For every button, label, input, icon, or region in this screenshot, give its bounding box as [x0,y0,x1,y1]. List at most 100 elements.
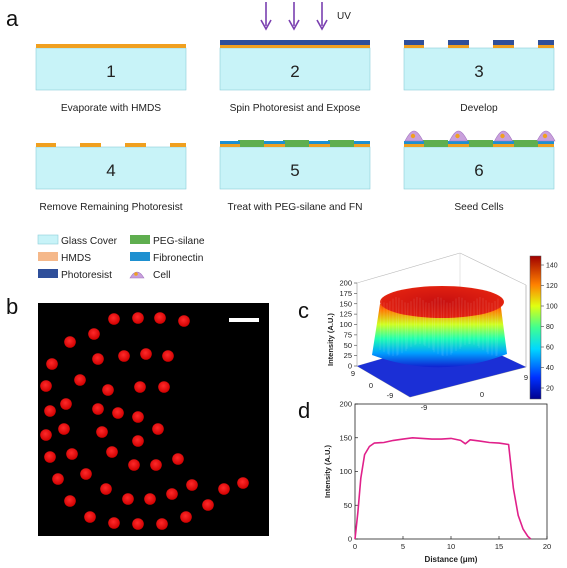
surface-y-tick-label: 0 [369,381,373,390]
surface-back-edge [459,252,527,286]
legend: Glass Cover HMDS Photoresist PEG-silane Fibr… [37,234,205,281]
micropattern-dot [132,435,144,447]
micropattern-dot [162,350,174,362]
step-caption: Remove Remaining Photoresist [39,202,182,213]
glass-cover [403,47,555,91]
glass-cover [35,146,187,190]
surface-ridge [476,298,479,347]
photoresist-segment [448,40,469,45]
micropattern-dot [74,374,86,386]
step-caption: Evaporate with HMDS [61,103,161,114]
step-number: 4 [106,161,115,180]
step-number: 1 [106,62,115,81]
surface-ridge [469,302,472,345]
hmds-segment [36,143,56,147]
micropattern-dot [92,353,104,365]
step-number: 3 [474,62,483,81]
hmds-segment [170,143,186,147]
surface-z-tick-label: 75 [344,330,352,339]
legend-swatch [38,252,58,261]
x-tick-label: 5 [401,542,405,551]
cell-nucleus [410,133,416,139]
legend-label: Fibronectin [153,253,203,264]
surface-x-tick-label: 0 [480,390,484,399]
surface-xy-ticks: 9 0 -9 -9 0 9 [351,369,528,412]
hmds-segment [354,144,370,147]
surface-ridge [386,302,389,355]
micropattern-dot [96,426,108,438]
hmds-segment [493,45,514,48]
surface-ridge [413,298,416,346]
micropattern-dot [44,451,56,463]
micropattern-dot [180,511,192,523]
micropattern-dot [132,518,144,530]
peg-silane [467,140,493,147]
hmds-segment [448,45,469,48]
micropattern-dot [108,313,120,325]
surface-z-tick-label: 200 [339,279,352,288]
legend-swatch [130,235,150,244]
micropattern-dot [156,518,168,530]
surface-ridge [433,298,436,353]
colorbar-ticks: 140 120 100 80 60 40 20 [541,263,558,393]
process-steps: 1 Evaporate with HMDS 2 Spin Photoresist an… [35,40,556,213]
surface-z-axis-label: Intensity (A.U.) [326,313,335,366]
surface-z-tick-label: 100 [339,320,352,329]
legend-item-hmds: HMDS [38,252,91,264]
colorbar-tick-label: 120 [546,283,558,290]
hmds-segment [125,143,146,147]
y-tick-label: 100 [339,467,352,476]
surface-ridge [379,299,382,351]
micropattern-dot [40,429,52,441]
surface-ridge [395,297,398,356]
colorbar-tick-label: 40 [546,365,554,372]
micropattern-dot [84,511,96,523]
surface-ridge [440,297,443,356]
surface-ridge [496,298,499,356]
legend-swatch-nucleus [134,272,138,276]
colorbar-tick-label: 80 [546,324,554,331]
cell-nucleus [542,133,548,139]
micropattern-dot [186,479,198,491]
surface-ridge [415,297,418,345]
plot-frame [354,403,548,540]
process-step-3: 3 Develop [403,40,555,114]
micropattern-dot [132,312,144,324]
x-tick-label: 10 [447,542,455,551]
surface-ridge [467,302,470,345]
x-tick-label: 0 [353,542,357,551]
surface-mesa-top [380,286,504,318]
photoresist-segment [404,40,424,45]
legend-label: PEG-silane [153,236,205,247]
micropattern-dot [118,350,130,362]
panel-label-c: c [298,298,309,323]
micropattern-dot [106,446,118,458]
intensity-profile-line [354,436,532,540]
legend-item-cell: Cell [129,270,171,281]
hmds-segment [80,143,101,147]
y-tick-label: 50 [344,501,352,510]
fibronectin-layer [448,141,469,144]
photoresist-layer [220,40,370,45]
hmds-layer [36,44,186,48]
micropattern-dot [40,380,52,392]
peg-silane [328,140,354,147]
surface-z-tick-label: 25 [344,351,352,360]
photoresist-segment [493,40,514,45]
legend-item-peg: PEG-silane [130,235,205,247]
surface-ridge [442,300,445,356]
step-number: 5 [290,161,299,180]
micropattern-dot [88,328,100,340]
glass-cover [219,47,371,91]
glass-cover [219,146,371,190]
y-tick-label: 150 [339,433,352,442]
micropattern-dot [80,468,92,480]
peg-silane [422,140,448,147]
micropattern-dot [102,384,114,396]
micropattern-dot [46,358,58,370]
micropattern-dot [144,493,156,505]
fibronectin-layer [404,141,424,144]
step-caption: Seed Cells [454,202,503,213]
surface-ridge [406,302,409,349]
